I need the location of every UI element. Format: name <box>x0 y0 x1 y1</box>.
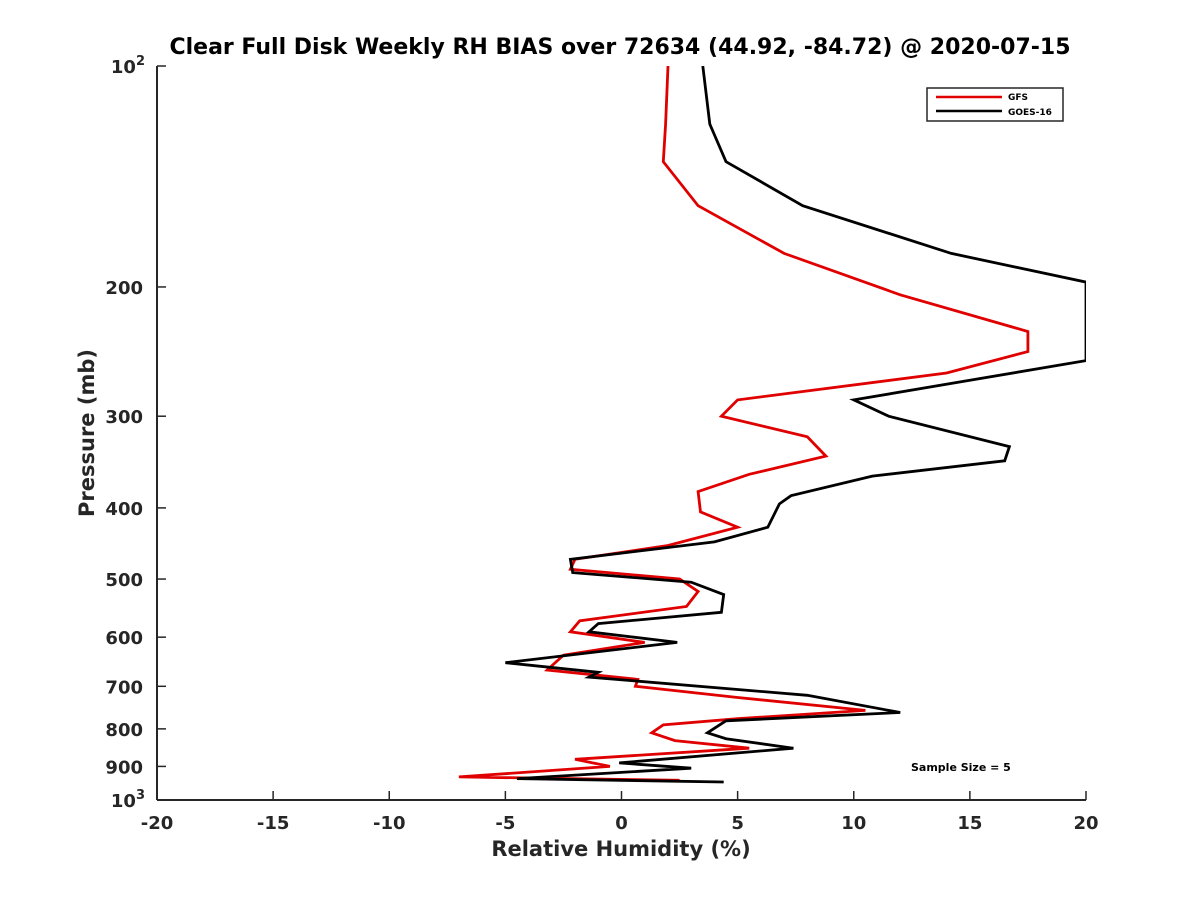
x-tick-label: 5 <box>731 813 744 834</box>
legend-box <box>926 87 1064 122</box>
axes: -20 -15 -10 -5 0 5 10 15 20 102 200 300 400 500 600 700… <box>105 54 1098 834</box>
series-line-goes16 <box>505 66 1086 784</box>
x-tick-label: 10 <box>841 813 866 834</box>
x-tick-label: -20 <box>141 813 174 834</box>
chart-title: Clear Full Disk Weekly RH BIAS over 7263… <box>169 35 1070 60</box>
y-tick-label: 300 <box>105 407 143 428</box>
y-tick-label: 800 <box>105 720 143 741</box>
legend: GFS GOES-16 <box>926 87 1064 122</box>
series-line-gfs <box>458 66 1030 782</box>
x-tick-label: -15 <box>257 813 290 834</box>
y-tick-label: 102 <box>111 54 145 78</box>
series-layer <box>458 66 1086 784</box>
y-tick-label: 103 <box>111 788 145 812</box>
y-tick-label: 700 <box>105 677 143 698</box>
x-axis-label: Relative Humidity (%) <box>491 837 750 861</box>
legend-label-gfs: GFS <box>1008 93 1028 103</box>
y-tick-label: 600 <box>105 628 143 649</box>
y-tick-label: 500 <box>105 570 143 591</box>
y-axis-label: Pressure (mb) <box>75 349 99 517</box>
sample-size-annotation: Sample Size = 5 <box>911 761 1011 774</box>
y-tick-label: 400 <box>105 499 143 520</box>
x-tick-label: 15 <box>957 813 982 834</box>
x-tick-label: 0 <box>615 813 628 834</box>
y-tick-label: 900 <box>105 757 143 778</box>
legend-label-goes16: GOES-16 <box>1008 108 1052 118</box>
x-tick-label: 20 <box>1073 813 1098 834</box>
x-tick-label: -5 <box>495 813 515 834</box>
y-tick-label: 200 <box>105 278 143 299</box>
x-tick-label: -10 <box>373 813 406 834</box>
